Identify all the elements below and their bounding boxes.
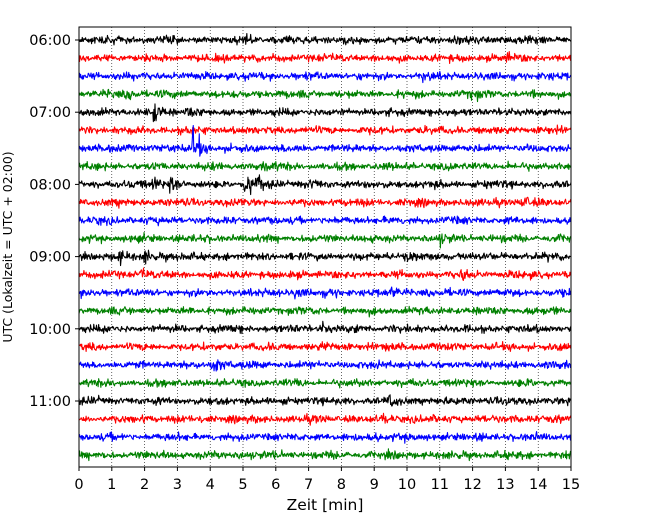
x-tick-label-5: 5 bbox=[238, 477, 247, 493]
trace-0730 bbox=[78, 124, 572, 157]
y-axis-label: UTC (Lokalzeit = UTC + 02:00) bbox=[0, 151, 15, 342]
y-tick-label-1100: 11:00 bbox=[29, 394, 71, 410]
trace-1130 bbox=[78, 431, 572, 444]
x-tick-label-4: 4 bbox=[206, 477, 215, 493]
x-tick-label-12: 12 bbox=[463, 477, 481, 493]
y-tick-label-0700: 07:00 bbox=[29, 105, 71, 121]
trace-1015 bbox=[78, 340, 572, 353]
y-tick-label-0900: 09:00 bbox=[29, 250, 71, 266]
trace-1030 bbox=[78, 359, 572, 372]
x-axis-label: Zeit [min] bbox=[287, 496, 364, 514]
x-axis-ticks: 0 1 2 3 4 5 6 7 8 9 10 11 12 13 14 15 bbox=[74, 467, 580, 493]
trace-1000 bbox=[78, 320, 572, 335]
x-tick-label-2: 2 bbox=[140, 477, 149, 493]
trace-0630 bbox=[78, 70, 572, 84]
trace-0715 bbox=[78, 124, 572, 136]
trace-0945 bbox=[78, 305, 572, 318]
trace-0615 bbox=[78, 50, 572, 65]
trace-0645 bbox=[78, 88, 572, 103]
x-tick-label-3: 3 bbox=[173, 477, 182, 493]
x-tick-label-14: 14 bbox=[529, 477, 547, 493]
trace-1145 bbox=[78, 448, 572, 462]
trace-0915 bbox=[78, 267, 572, 282]
trace-0745 bbox=[78, 160, 572, 172]
trace-0900 bbox=[78, 249, 572, 267]
x-tick-label-8: 8 bbox=[337, 477, 346, 493]
x-tick-label-10: 10 bbox=[398, 477, 416, 493]
x-tick-label-6: 6 bbox=[271, 477, 280, 493]
traces bbox=[78, 33, 572, 462]
trace-1100 bbox=[78, 394, 572, 407]
trace-0830 bbox=[78, 215, 572, 227]
trace-1045 bbox=[78, 377, 572, 389]
plot-frame bbox=[78, 26, 572, 468]
x-tick-label-1: 1 bbox=[107, 477, 116, 493]
trace-0930 bbox=[78, 286, 572, 300]
y-tick-label-0800: 08:00 bbox=[29, 177, 71, 193]
x-tick-label-9: 9 bbox=[370, 477, 379, 493]
x-tick-label-13: 13 bbox=[496, 477, 514, 493]
x-tick-label-15: 15 bbox=[562, 477, 580, 493]
x-tick-label-0: 0 bbox=[74, 477, 83, 493]
trace-0800 bbox=[78, 174, 572, 196]
trace-0845 bbox=[78, 232, 572, 249]
y-tick-label-0600: 06:00 bbox=[29, 33, 71, 49]
trace-0600 bbox=[78, 33, 572, 46]
trace-0700 bbox=[78, 103, 572, 123]
x-tick-label-7: 7 bbox=[304, 477, 313, 493]
x-tick-label-11: 11 bbox=[431, 477, 449, 493]
trace-0815 bbox=[78, 196, 572, 209]
y-tick-label-1000: 10:00 bbox=[29, 322, 71, 338]
y-axis-ticks: 06:00 07:00 08:00 09:00 10:00 11:00 bbox=[29, 33, 79, 410]
trace-1115 bbox=[78, 412, 572, 426]
grid-lines bbox=[111, 27, 539, 467]
